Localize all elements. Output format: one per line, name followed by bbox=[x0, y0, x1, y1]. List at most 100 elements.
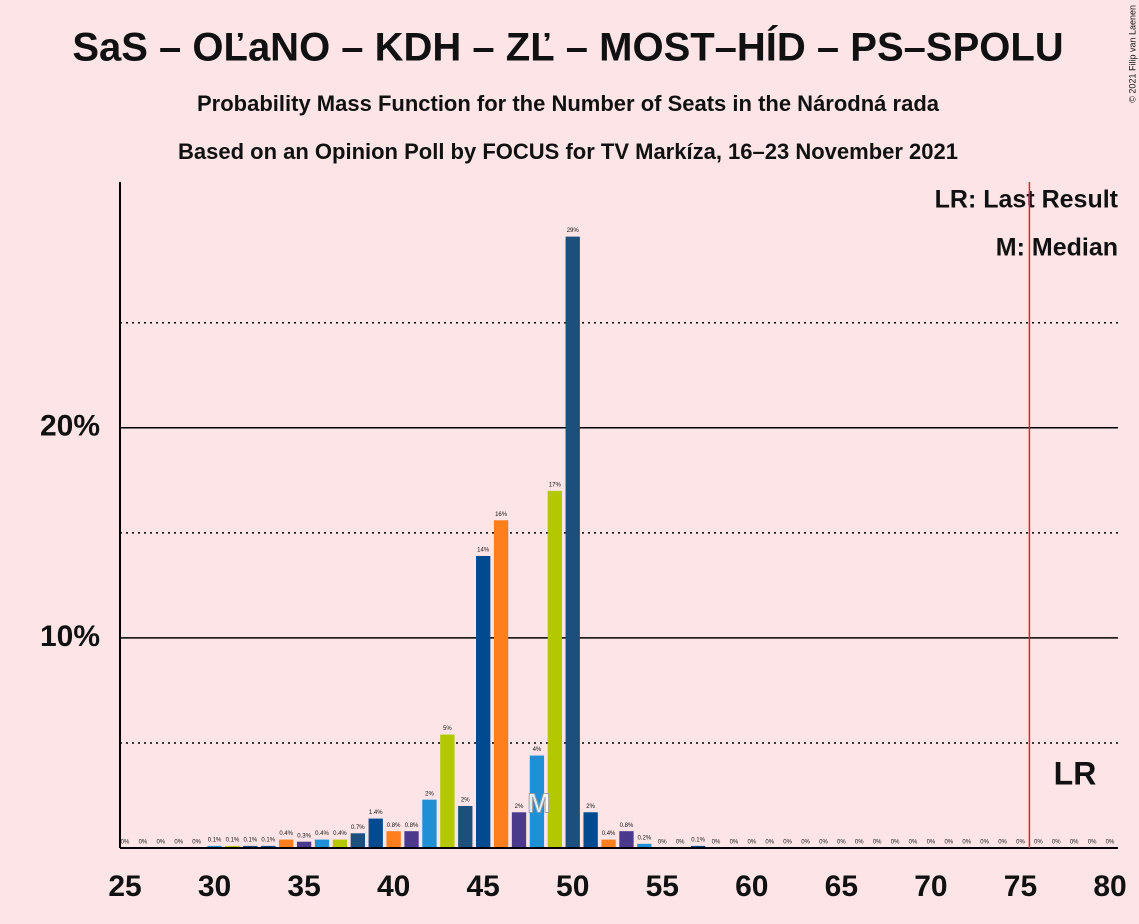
value-label: 0% bbox=[712, 840, 721, 846]
legend-entry: M: Median bbox=[996, 234, 1118, 262]
bar bbox=[690, 845, 706, 848]
median-label: M bbox=[527, 787, 550, 818]
value-label: 0% bbox=[1034, 840, 1043, 846]
value-label: 0% bbox=[676, 840, 685, 846]
value-label: 2% bbox=[515, 804, 524, 810]
value-label: 0.7% bbox=[351, 825, 365, 831]
bar bbox=[493, 520, 509, 848]
value-label: 0% bbox=[891, 840, 900, 846]
y-tick-label: 10% bbox=[40, 620, 100, 653]
x-tick-label: 70 bbox=[914, 870, 947, 903]
bar bbox=[368, 818, 383, 848]
bar bbox=[314, 839, 330, 848]
value-label: 0.1% bbox=[261, 837, 275, 843]
chart-subtitle: Probability Mass Function for the Number… bbox=[197, 91, 940, 116]
bar bbox=[243, 845, 258, 848]
value-label: 0.1% bbox=[691, 837, 705, 843]
x-tick-label: 60 bbox=[735, 870, 768, 903]
y-tick-label: 20% bbox=[40, 410, 100, 443]
value-label: 0% bbox=[909, 840, 918, 846]
value-label: 14% bbox=[477, 548, 490, 554]
bar bbox=[511, 812, 527, 848]
value-label: 2% bbox=[425, 791, 434, 797]
bar bbox=[619, 831, 634, 848]
value-label: 0.1% bbox=[208, 837, 222, 843]
value-label: 0.8% bbox=[620, 823, 634, 829]
value-label: 0% bbox=[1088, 840, 1097, 846]
bar bbox=[404, 831, 419, 848]
bar bbox=[637, 843, 652, 848]
value-label: 0.8% bbox=[405, 823, 419, 829]
value-label: 0% bbox=[944, 840, 953, 846]
value-label: 0% bbox=[174, 840, 183, 846]
x-tick-label: 75 bbox=[1004, 870, 1037, 903]
value-label: 4% bbox=[533, 747, 542, 753]
x-tick-label: 45 bbox=[466, 870, 499, 903]
value-label: 0% bbox=[873, 840, 882, 846]
value-label: 0.4% bbox=[602, 831, 616, 837]
value-label: 0.2% bbox=[638, 835, 652, 841]
value-label: 0.4% bbox=[315, 831, 329, 837]
value-label: 16% bbox=[495, 512, 508, 518]
value-label: 0% bbox=[1016, 840, 1025, 846]
chart-subtitle: Based on an Opinion Poll by FOCUS for TV… bbox=[178, 139, 958, 164]
bar bbox=[476, 555, 491, 848]
value-label: 0.4% bbox=[279, 831, 293, 837]
value-label: 0% bbox=[747, 840, 756, 846]
value-label: 0% bbox=[1052, 840, 1061, 846]
value-label: 0% bbox=[927, 840, 936, 846]
value-label: 0% bbox=[192, 840, 201, 846]
copyright: © 2021 Filip van Laenen bbox=[1127, 5, 1137, 103]
bar bbox=[225, 845, 240, 848]
legend-entry: LR: Last Result bbox=[935, 186, 1119, 214]
x-tick-label: 65 bbox=[825, 870, 858, 903]
bar bbox=[565, 236, 580, 848]
x-tick-label: 80 bbox=[1093, 870, 1126, 903]
bar bbox=[458, 805, 473, 848]
value-label: 0% bbox=[819, 840, 828, 846]
bar bbox=[547, 490, 562, 848]
value-label: 0.3% bbox=[297, 833, 311, 839]
value-label: 0% bbox=[139, 840, 148, 846]
value-label: 0.8% bbox=[387, 823, 401, 829]
bar bbox=[601, 839, 616, 848]
value-label: 0% bbox=[837, 840, 846, 846]
x-tick-label: 30 bbox=[198, 870, 231, 903]
x-tick-label: 35 bbox=[287, 870, 320, 903]
value-label: 2% bbox=[461, 798, 470, 804]
x-tick-label: 50 bbox=[556, 870, 589, 903]
bar bbox=[207, 845, 222, 848]
value-label: 0% bbox=[783, 840, 792, 846]
bar bbox=[422, 799, 437, 848]
value-label: 0.4% bbox=[333, 831, 347, 837]
bar bbox=[529, 755, 545, 848]
bar bbox=[261, 845, 276, 848]
value-label: 0% bbox=[801, 840, 810, 846]
bar bbox=[350, 833, 365, 848]
value-label: 0% bbox=[1070, 840, 1079, 846]
value-label: 0% bbox=[658, 840, 667, 846]
bar bbox=[296, 841, 312, 848]
value-label: 0% bbox=[765, 840, 774, 846]
value-label: 0% bbox=[121, 840, 130, 846]
value-label: 0.1% bbox=[244, 837, 258, 843]
value-label: 0% bbox=[998, 840, 1007, 846]
value-label: 0% bbox=[980, 840, 989, 846]
value-label: 0% bbox=[962, 840, 971, 846]
bar bbox=[440, 734, 455, 848]
value-label: 1.4% bbox=[369, 810, 383, 816]
value-label: 17% bbox=[549, 482, 562, 488]
bar bbox=[583, 812, 598, 848]
value-label: 5% bbox=[443, 726, 452, 732]
value-label: 0% bbox=[730, 840, 739, 846]
x-tick-label: 55 bbox=[646, 870, 679, 903]
value-label: 0% bbox=[1106, 840, 1115, 846]
last-result-label: LR bbox=[1054, 755, 1097, 791]
value-label: 2% bbox=[586, 804, 595, 810]
bar bbox=[386, 831, 401, 848]
value-label: 0% bbox=[156, 840, 165, 846]
bar bbox=[279, 839, 294, 848]
x-tick-label: 40 bbox=[377, 870, 410, 903]
value-label: 0% bbox=[855, 840, 864, 846]
